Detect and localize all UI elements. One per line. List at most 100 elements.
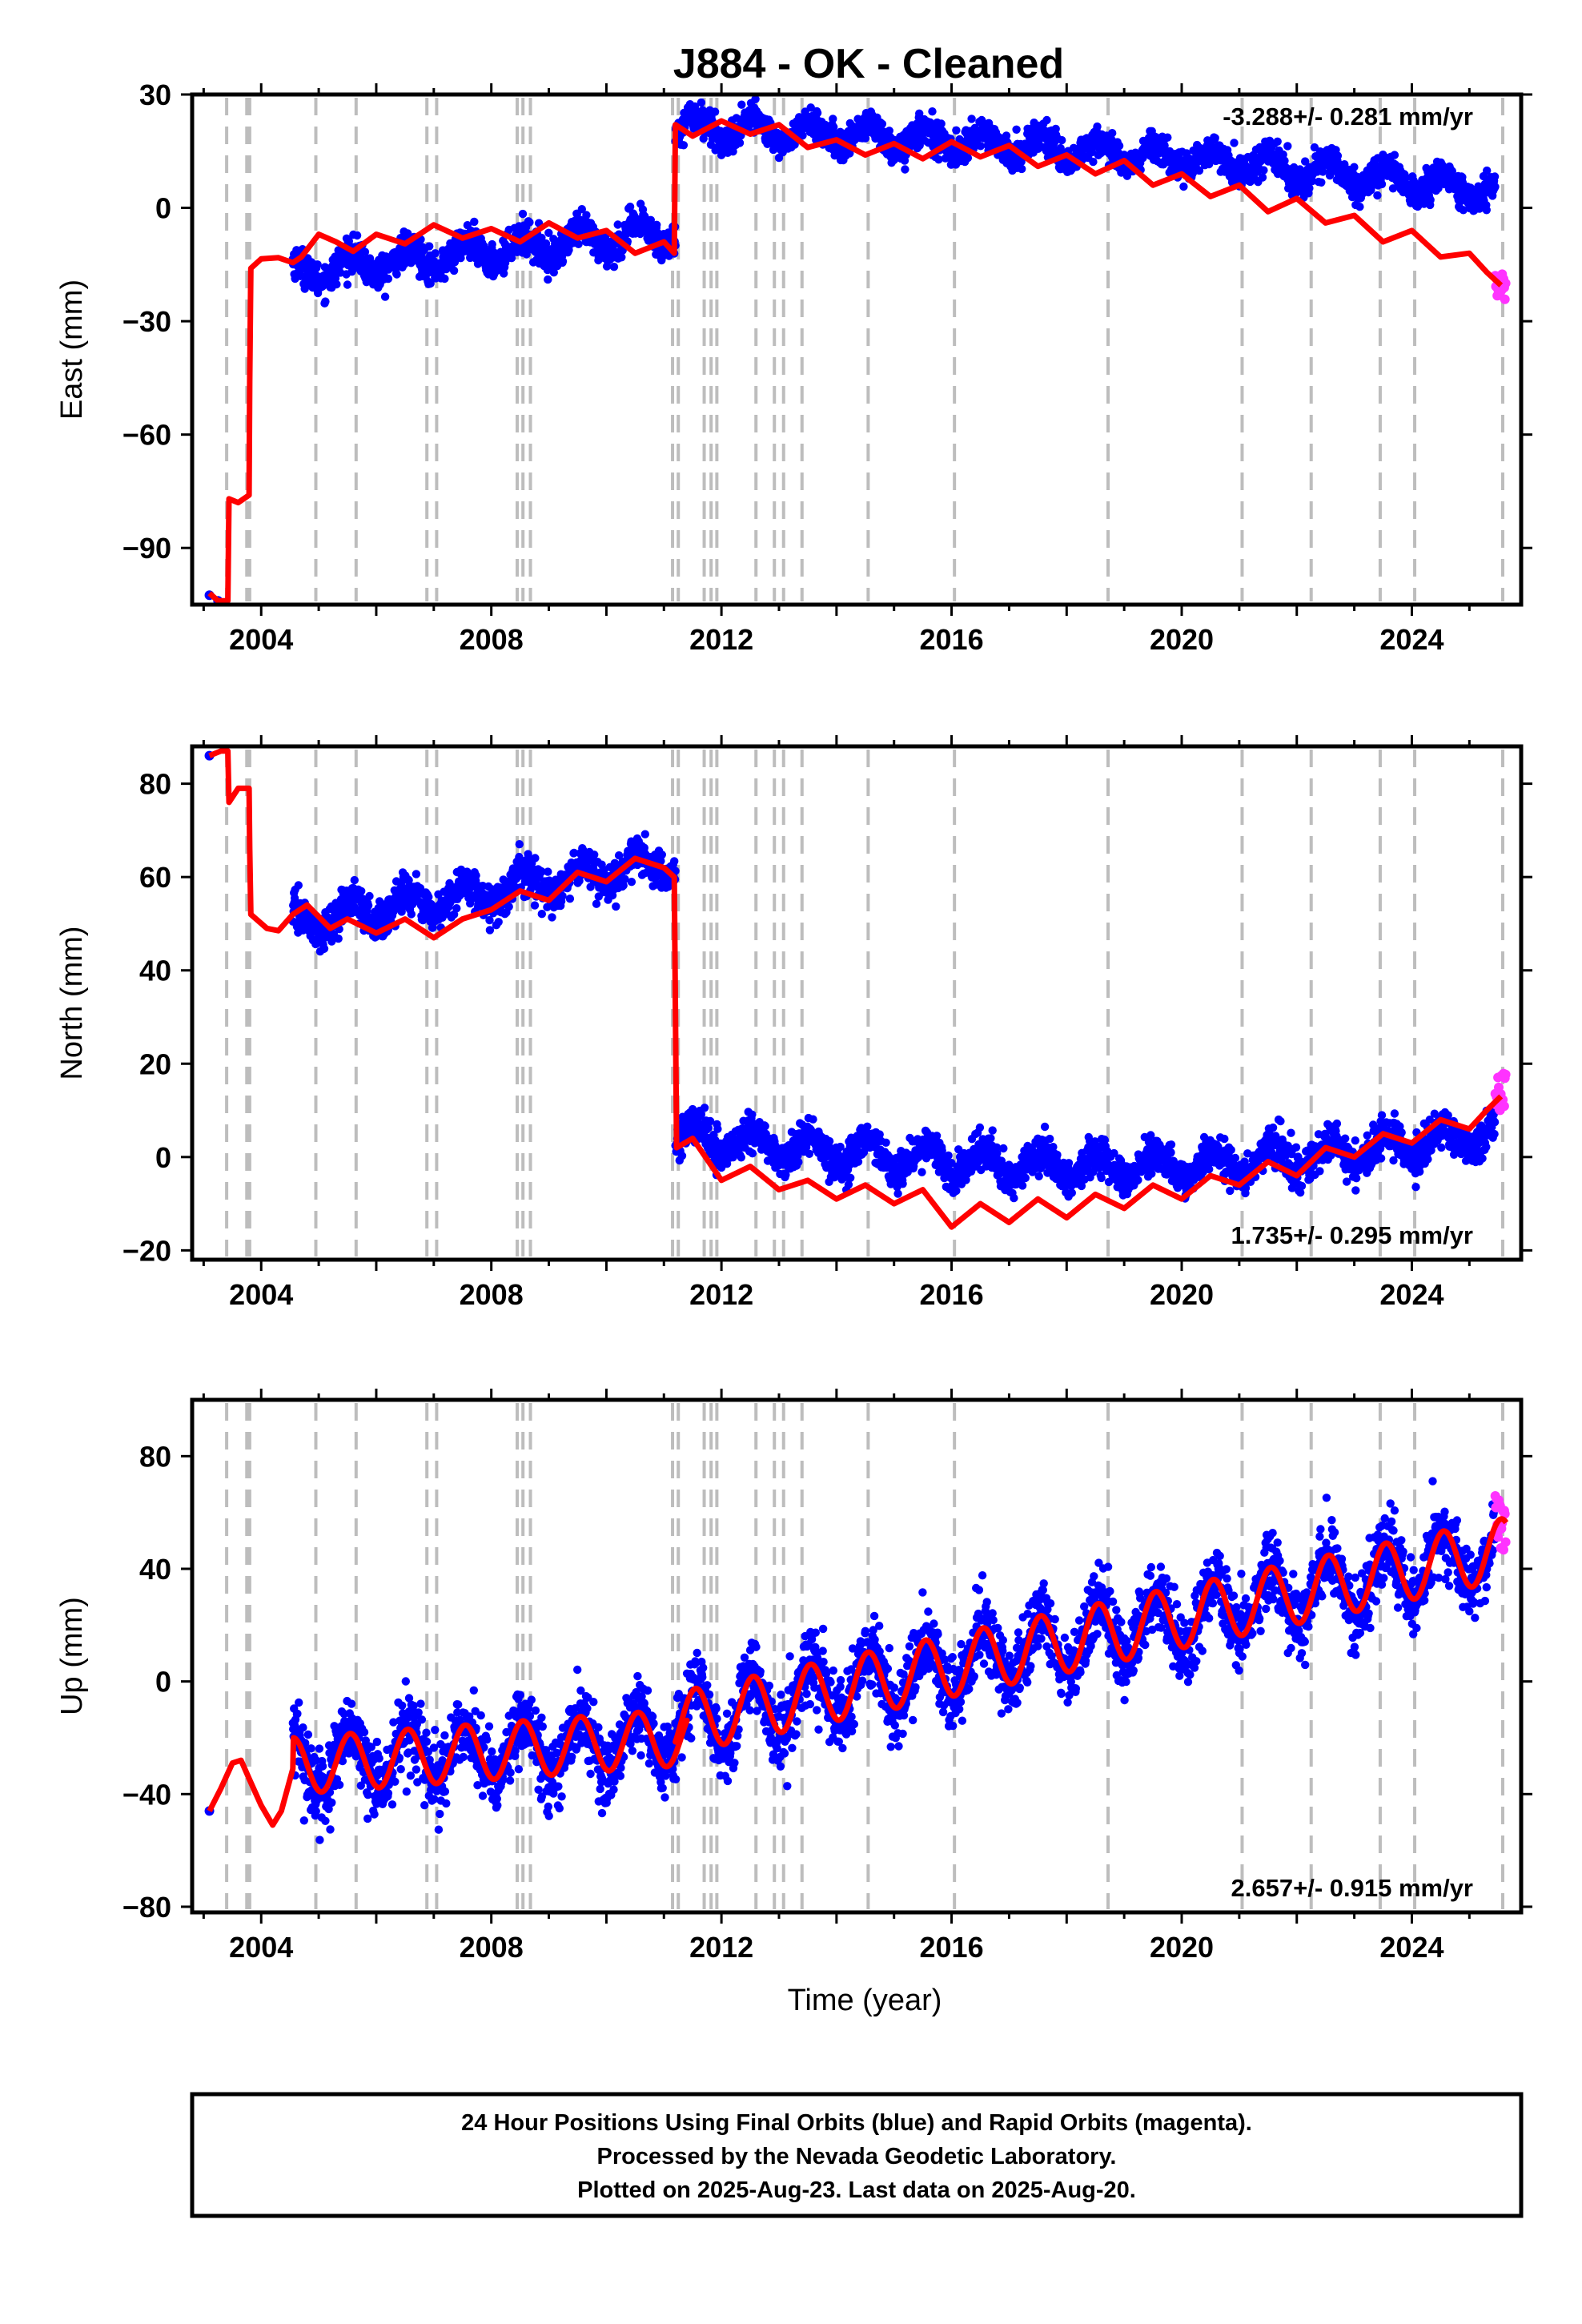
north-panel: 2004 2008 2012 2016 2020 2024−20020406080Nort…	[55, 735, 1532, 1311]
final-orbit-point	[392, 270, 401, 279]
final-orbit-point	[319, 944, 329, 953]
x-tick-label: 2016	[920, 623, 984, 656]
final-orbit-point	[431, 249, 440, 258]
final-orbit-point	[1447, 167, 1457, 175]
final-orbit-point	[360, 247, 370, 256]
final-orbit-point	[881, 1138, 890, 1148]
final-orbit-point	[1388, 184, 1398, 193]
final-orbit-point	[1012, 125, 1021, 134]
final-orbit-point	[332, 279, 341, 289]
final-orbit-point	[853, 1157, 863, 1166]
final-orbit-point	[737, 1153, 745, 1162]
final-orbit-point	[1390, 151, 1399, 159]
final-orbit-point	[363, 901, 373, 911]
final-orbit-point	[1273, 137, 1282, 146]
final-orbit-point	[937, 119, 946, 128]
final-orbit-point	[625, 203, 635, 211]
final-orbit-point	[1307, 176, 1317, 186]
final-orbit-point	[1319, 167, 1327, 176]
final-orbit-point	[470, 217, 479, 227]
final-orbit-point	[1283, 142, 1292, 151]
final-orbit-point	[544, 867, 552, 876]
final-orbit-point	[488, 239, 496, 249]
final-orbit-point	[1230, 139, 1239, 147]
final-orbit-point	[424, 892, 433, 902]
final-orbit-point	[697, 1110, 706, 1119]
x-tick-label: 2020	[1150, 623, 1214, 656]
final-orbit-point	[640, 843, 648, 852]
final-orbit-point	[761, 1122, 769, 1131]
final-orbit-point	[748, 1110, 757, 1120]
final-orbit-point	[704, 1124, 713, 1132]
final-orbit-point	[350, 875, 359, 885]
final-orbit-point	[1258, 173, 1267, 182]
final-orbit-point	[537, 233, 546, 243]
final-orbit-point	[748, 1149, 757, 1158]
final-orbit-point	[963, 154, 973, 163]
x-tick-label: 2024	[1379, 623, 1443, 656]
final-orbit-point	[1051, 124, 1060, 134]
final-orbit-point	[806, 103, 815, 112]
final-orbit-point	[577, 205, 586, 214]
final-orbit-point	[407, 910, 416, 919]
final-orbit-point	[928, 107, 937, 116]
y-axis-label: East (mm)	[55, 279, 89, 420]
model-line	[207, 118, 1504, 604]
final-orbit-point	[805, 1149, 814, 1159]
final-orbit-point	[1114, 141, 1124, 151]
final-orbit-point	[813, 108, 822, 118]
final-orbit-point	[893, 1189, 902, 1198]
final-orbit-point	[449, 266, 459, 275]
final-orbit-point	[294, 881, 303, 890]
y-tick-label: 30	[139, 78, 171, 111]
y-tick-label: 0	[155, 192, 171, 225]
final-orbit-point	[1017, 157, 1026, 167]
final-orbit-point	[549, 268, 558, 277]
final-orbit-point	[313, 260, 322, 269]
final-orbit-point	[677, 1152, 687, 1160]
final-orbit-point	[365, 891, 374, 901]
final-orbit-point	[525, 218, 534, 227]
final-orbit-point	[846, 1173, 855, 1183]
final-orbit-point	[976, 142, 986, 151]
final-orbit-point	[321, 297, 330, 306]
final-orbit-point	[334, 934, 343, 943]
final-orbit-point	[612, 902, 620, 911]
final-orbit-point	[1018, 164, 1026, 174]
y-tick-label: −30	[122, 305, 171, 338]
final-orbit-point	[829, 123, 838, 131]
x-tick-label: 2004	[229, 623, 293, 656]
final-orbit-point	[825, 1136, 834, 1146]
final-orbit-point	[548, 913, 556, 922]
final-orbit-point	[798, 131, 807, 140]
rapid-orbit-point	[1500, 278, 1511, 288]
final-orbit-point	[1259, 166, 1268, 175]
final-orbit-point	[801, 1143, 811, 1152]
final-orbit-point	[713, 1124, 722, 1133]
final-orbit-point	[472, 871, 480, 880]
final-orbit-point	[700, 1104, 709, 1112]
final-orbit-point	[452, 904, 461, 913]
final-orbit-point	[679, 141, 689, 150]
final-orbit-point	[1483, 166, 1492, 175]
final-orbit-point	[558, 891, 567, 901]
x-tick-label: 2012	[689, 623, 753, 656]
final-orbit-point	[861, 134, 870, 143]
final-orbit-point	[952, 126, 961, 135]
final-orbit-point	[967, 115, 976, 123]
final-orbit-point	[558, 257, 568, 266]
final-orbit-point	[885, 127, 894, 135]
final-orbit-point	[1058, 135, 1066, 145]
final-orbit-point	[1426, 195, 1435, 204]
final-orbit-point	[515, 840, 524, 849]
y-tick-label: −60	[122, 419, 171, 452]
final-orbit-point	[705, 1116, 715, 1126]
final-orbit-point	[327, 937, 336, 946]
final-orbit-point	[425, 242, 434, 251]
final-orbit-point	[934, 155, 943, 164]
final-orbit-point	[426, 279, 435, 288]
final-orbit-point	[352, 231, 362, 240]
final-orbit-point	[836, 1142, 845, 1152]
